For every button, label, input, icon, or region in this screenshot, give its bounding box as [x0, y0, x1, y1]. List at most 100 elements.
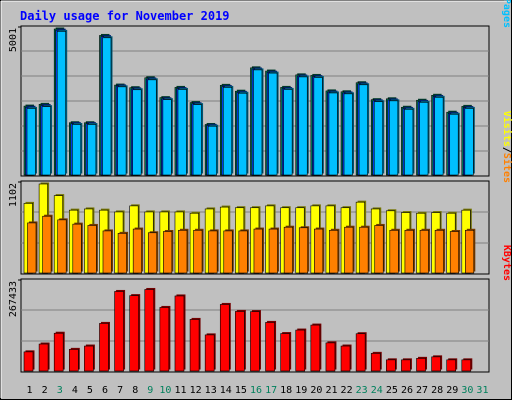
bar-sites-day-16: [253, 227, 264, 274]
day-label-7: 7: [117, 385, 123, 396]
bar-kbytes-face: [250, 311, 260, 372]
day-label-16: 16: [250, 385, 262, 396]
bar-sites-day-9: [147, 231, 159, 274]
bar-sites-face: [178, 229, 188, 274]
bar-sites-face: [268, 228, 278, 274]
day-label-10: 10: [159, 385, 171, 396]
bar-sites-face: [163, 231, 173, 274]
bar-kbytes-day-23: [355, 332, 367, 372]
bar-pages-day-7: [117, 85, 128, 176]
bar-pages-face: [207, 125, 217, 176]
bar-sites-day-18: [283, 225, 295, 274]
bar-kbytes-day-29: [446, 358, 458, 372]
bar-sites-face: [419, 229, 429, 274]
panel-visits-sites-legend: Visits/Sites: [501, 111, 512, 183]
bar-pages-day-23: [358, 83, 370, 176]
bar-pages-day-22: [343, 92, 355, 176]
day-label-6: 6: [102, 385, 108, 396]
panel-kbytes: 267433 KBytes: [8, 245, 512, 373]
day-label-1: 1: [27, 385, 33, 396]
bar-kbytes-day-27: [416, 356, 428, 372]
bar-pages-day-29: [449, 112, 460, 176]
bar-kbytes-face: [446, 359, 457, 372]
bar-sites-face: [102, 230, 112, 274]
bar-sites-day-2: [42, 214, 53, 274]
bar-pages-face: [464, 108, 474, 176]
bar-kbytes-day-26: [401, 358, 412, 372]
bar-kbytes-day-30: [461, 358, 473, 372]
bar-kbytes-face: [53, 332, 64, 372]
bar-sites-face: [404, 229, 414, 274]
panel-hits-files: 5001 Hits/Files/Pages: [8, 0, 512, 177]
bar-pages-day-15: [238, 91, 249, 176]
bar-kbytes-face: [461, 359, 472, 372]
day-label-29: 29: [446, 385, 458, 396]
bar-sites-face: [449, 231, 460, 274]
bar-pages-face: [283, 89, 293, 176]
bar-kbytes-day-11: [174, 294, 186, 372]
bar-sites-day-23: [359, 225, 370, 274]
bar-sites-day-10: [163, 229, 174, 274]
day-label-4: 4: [72, 385, 78, 396]
day-label-5: 5: [87, 385, 93, 396]
bar-kbytes-face: [325, 342, 336, 372]
bar-pages-face: [343, 93, 353, 176]
bar-kbytes-face: [401, 359, 411, 372]
bar-pages-day-18: [283, 87, 294, 176]
bar-kbytes-day-12: [189, 317, 201, 372]
bar-sites-face: [283, 226, 293, 274]
bar-sites-face: [465, 229, 475, 274]
day-label-26: 26: [401, 385, 413, 396]
bar-pages-day-28: [434, 95, 445, 176]
bar-kbytes-day-28: [431, 355, 443, 372]
bar-kbytes-face: [370, 353, 381, 372]
bar-pages-day-17: [268, 71, 279, 176]
bar-sites-day-12: [193, 228, 204, 274]
bar-sites-day-25: [389, 228, 400, 274]
bar-sites-face: [344, 226, 354, 274]
day-label-23: 23: [356, 385, 368, 396]
bar-pages-day-16: [253, 68, 264, 176]
bar-pages-day-8: [132, 88, 143, 176]
bar-kbytes-face: [340, 345, 351, 372]
bar-kbytes-face: [265, 322, 275, 372]
bar-sites-day-5: [87, 223, 98, 274]
day-label-15: 15: [235, 385, 247, 396]
bar-kbytes-day-2: [38, 342, 50, 372]
bar-sites-day-17: [268, 227, 280, 274]
panel-hits-files-legend: Hits/Files/Pages: [501, 0, 512, 28]
bar-kbytes-face: [310, 324, 321, 372]
bar-pages-day-3: [56, 29, 68, 176]
bar-pages-face: [404, 109, 414, 176]
bar-pages-day-13: [207, 124, 219, 176]
bar-sites-face: [223, 230, 233, 274]
bar-pages-day-21: [328, 91, 339, 176]
bar-sites-day-27: [419, 228, 431, 274]
bar-pages-day-12: [192, 103, 204, 176]
day-axis: 1 2 3 4 5 6 7 8 9 10 11 12 13 14 15 16 17 18 19 20 21 22 23 24 2…: [27, 385, 489, 396]
bar-pages-face: [162, 99, 172, 176]
bar-pages-face: [328, 92, 338, 176]
bar-sites-face: [57, 219, 67, 274]
bar-pages-day-20: [313, 75, 324, 176]
bar-sites-face: [374, 225, 384, 274]
bar-pages-day-1: [26, 106, 37, 176]
bar-kbytes-face: [386, 359, 396, 372]
bar-sites-face: [314, 228, 324, 274]
bar-sites-face: [193, 229, 203, 274]
day-label-27: 27: [416, 385, 428, 396]
bar-pages-face: [253, 69, 263, 176]
bar-sites-day-11: [178, 228, 189, 274]
bar-sites-face: [42, 215, 52, 274]
bar-sites-face: [27, 222, 37, 274]
chart-panels: 5001 Hits/Files/Pages 1102 Visits/Sites 2674…: [8, 0, 512, 373]
bar-sites-day-1: [27, 221, 38, 274]
bar-kbytes-face: [114, 291, 124, 372]
bar-kbytes-face: [84, 345, 94, 372]
panel-kbytes-legend: KBytes: [501, 245, 512, 281]
bar-pages-face: [192, 104, 202, 176]
bar-pages-day-9: [147, 78, 158, 176]
panel-visits-sites: 1102 Visits/Sites: [8, 111, 512, 275]
bar-sites-day-24: [374, 223, 385, 274]
day-label-21: 21: [325, 385, 337, 396]
